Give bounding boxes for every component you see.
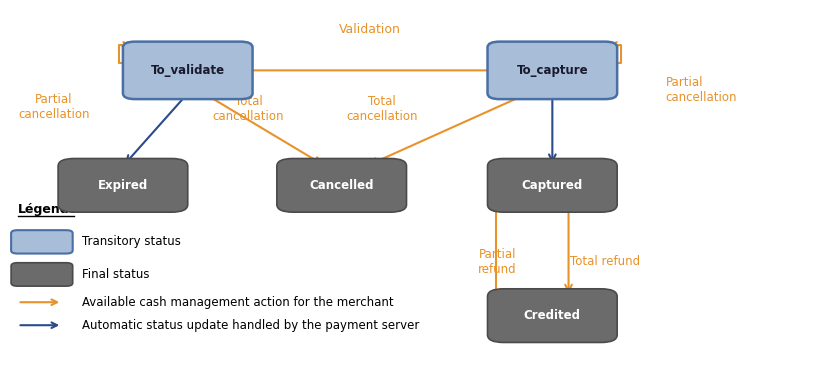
Text: Transitory status: Transitory status [82,235,181,248]
FancyBboxPatch shape [58,159,188,212]
FancyBboxPatch shape [11,230,72,254]
FancyBboxPatch shape [488,42,617,99]
Text: To_validate: To_validate [150,64,225,77]
Text: Total refund: Total refund [570,256,640,269]
Text: Légende: Légende [18,203,78,216]
Text: Final status: Final status [82,268,150,281]
FancyBboxPatch shape [123,42,253,99]
Text: To_capture: To_capture [516,64,588,77]
Text: Partial
refund: Partial refund [478,248,516,276]
Text: Total
cancellation: Total cancellation [213,95,285,123]
FancyBboxPatch shape [11,263,72,286]
Text: Expired: Expired [98,179,148,192]
Text: Validation: Validation [339,23,401,36]
FancyBboxPatch shape [488,159,617,212]
Text: Cancelled: Cancelled [310,179,374,192]
FancyBboxPatch shape [277,159,406,212]
Text: Credited: Credited [524,309,580,322]
Text: Captured: Captured [522,179,583,192]
Text: Partial
cancellation: Partial cancellation [666,76,737,103]
Text: Partial
cancellation: Partial cancellation [19,93,89,121]
Text: Available cash management action for the merchant: Available cash management action for the… [82,296,394,309]
FancyBboxPatch shape [488,289,617,342]
Text: Total
cancellation: Total cancellation [346,95,418,123]
Text: Automatic status update handled by the payment server: Automatic status update handled by the p… [82,319,420,332]
